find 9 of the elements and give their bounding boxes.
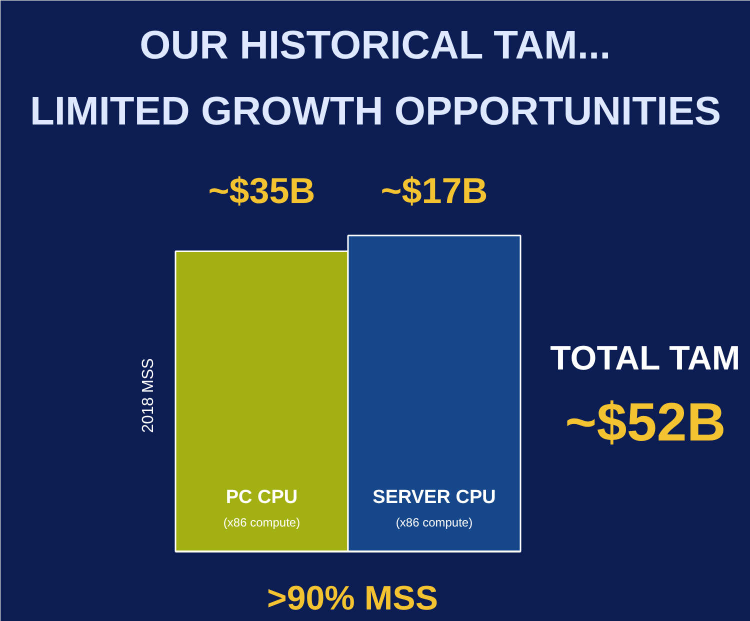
text: >90% MSS bbox=[266, 580, 438, 618]
chart-title: OUR HISTORICAL TAM... LIMITED GROWTH OPPORTUNITIES bbox=[30, 24, 722, 134]
text: ~$35B bbox=[208, 170, 316, 211]
x-tick-label: PC CPU (x86 compute) bbox=[223, 487, 300, 530]
x-tick-label: SERVER CPU (x86 compute) bbox=[372, 487, 496, 530]
text: TOTAL TAM bbox=[550, 340, 740, 378]
text: ~$52B bbox=[565, 392, 726, 452]
text: ~$17B bbox=[380, 170, 488, 211]
y-axis-title: 2018 MSS bbox=[140, 358, 157, 433]
